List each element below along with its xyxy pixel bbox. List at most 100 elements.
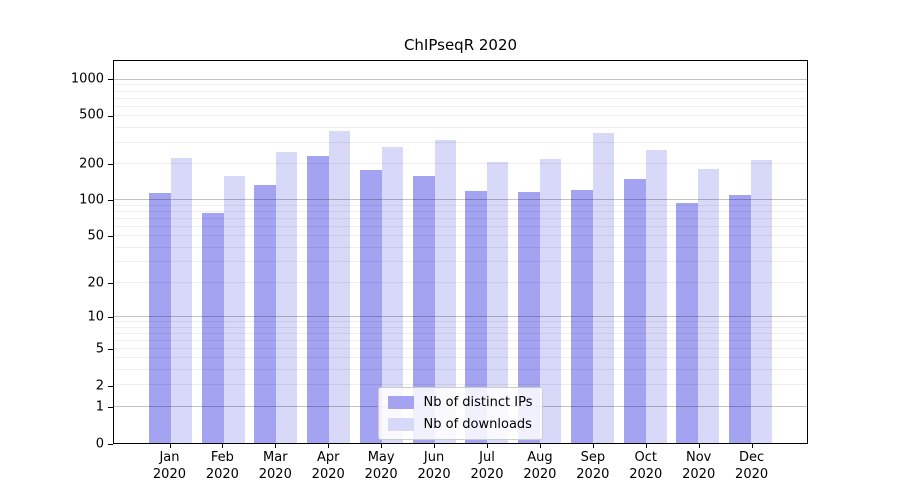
- bar-downloads: [170, 157, 192, 443]
- x-label-year: 2020: [576, 466, 610, 482]
- x-label-month: Jul: [479, 450, 495, 465]
- bar-distinct-ips: [465, 191, 488, 443]
- x-tick-mark-jul: [487, 444, 488, 448]
- x-tick-mark-oct: [645, 444, 647, 448]
- y-tick-mark-2: [108, 385, 113, 387]
- legend-swatch: [387, 418, 414, 431]
- x-tick-label-oct: Oct 2020: [619, 450, 672, 483]
- y-tick-label-500: 500: [79, 107, 104, 123]
- x-label-year: 2020: [311, 466, 345, 482]
- bar-group-jan: [144, 61, 197, 443]
- x-label-month: Mar: [263, 450, 288, 465]
- y-tick-label-1000: 1000: [70, 71, 104, 87]
- bar-distinct-ips: [201, 212, 224, 443]
- x-tick-mark-feb: [222, 444, 224, 448]
- y-tick-mark-20: [108, 283, 113, 285]
- y-tick-mark-10: [108, 317, 113, 319]
- y-tick-label-1: 1: [95, 399, 104, 415]
- bar-downloads: [276, 152, 298, 443]
- x-label-month: Apr: [316, 450, 340, 465]
- y-tick-label-2: 2: [95, 378, 104, 394]
- x-tick-mark-dec: [751, 444, 753, 448]
- bar-downloads: [329, 130, 351, 443]
- x-label-year: 2020: [417, 466, 451, 482]
- x-tick-label-jul: Jul 2020: [461, 450, 514, 483]
- bar-distinct-ips: [148, 193, 171, 443]
- x-tick-label-sep: Sep 2020: [566, 450, 619, 483]
- x-label-month: Aug: [527, 450, 553, 465]
- x-tick-label-may: May 2020: [355, 450, 408, 483]
- bar-downloads: [645, 150, 667, 443]
- bar-downloads: [381, 146, 403, 443]
- y-tick-mark-50: [108, 236, 113, 238]
- bars-layer: [114, 61, 807, 443]
- plot-area: Nb of distinct IPs Nb of downloads: [113, 60, 808, 444]
- x-label-year: 2020: [735, 466, 769, 482]
- x-label-month: Feb: [210, 450, 234, 465]
- bar-downloads: [487, 162, 509, 443]
- y-tick-label-5: 5: [95, 341, 104, 357]
- bar-group-jul: [461, 61, 514, 443]
- x-tick-label-apr: Apr 2020: [302, 450, 355, 483]
- x-tick-label-dec: Dec 2020: [725, 450, 778, 483]
- x-tick-mark-jan: [169, 444, 171, 448]
- bar-group-jun: [408, 61, 461, 443]
- bar-downloads: [434, 139, 456, 443]
- y-tick-mark-0: [108, 444, 113, 445]
- bar-distinct-ips: [412, 175, 435, 443]
- x-tick-mark-aug: [539, 444, 541, 448]
- bar-group-feb: [197, 61, 250, 443]
- x-label-year: 2020: [205, 466, 239, 482]
- bar-group-mar: [250, 61, 303, 443]
- x-tick-label-nov: Nov 2020: [672, 450, 725, 483]
- x-tick-label-jan: Jan 2020: [143, 450, 196, 483]
- bar-distinct-ips: [623, 179, 646, 443]
- bar-group-dec: [724, 61, 777, 443]
- x-label-year: 2020: [152, 466, 186, 482]
- x-label-year: 2020: [629, 466, 663, 482]
- bar-group-aug: [513, 61, 566, 443]
- x-axis: Jan 2020 Feb 2020 Mar 2020 Apr 2020 May 2020 Jun 20…: [113, 450, 808, 483]
- y-tick-mark-100: [108, 200, 113, 202]
- bar-downloads: [540, 159, 562, 443]
- bar-group-apr: [302, 61, 355, 443]
- chart-title: ChIPseqR 2020: [403, 36, 518, 54]
- bar-group-oct: [619, 61, 672, 443]
- bar-distinct-ips: [359, 170, 382, 443]
- x-label-month: Dec: [739, 450, 765, 465]
- x-label-year: 2020: [470, 466, 504, 482]
- bar-group-sep: [566, 61, 619, 443]
- x-label-month: May: [367, 450, 395, 465]
- x-tick-label-aug: Aug 2020: [513, 450, 566, 483]
- legend-swatch: [387, 396, 414, 409]
- y-tick-label-10: 10: [87, 309, 104, 325]
- y-tick-mark-5: [108, 349, 113, 351]
- x-label-year: 2020: [682, 466, 716, 482]
- y-tick-mark-500: [108, 115, 113, 117]
- y-tick-label-20: 20: [87, 275, 104, 291]
- legend-label: Nb of distinct IPs: [423, 395, 533, 410]
- y-tick-mark-200: [108, 163, 113, 165]
- x-label-year: 2020: [258, 466, 292, 482]
- x-tick-mark-sep: [592, 444, 594, 448]
- bar-distinct-ips: [307, 156, 330, 443]
- x-tick-label-jun: Jun 2020: [408, 450, 461, 483]
- legend: Nb of distinct IPs Nb of downloads: [377, 387, 544, 440]
- legend-entry-downloads: Nb of downloads: [387, 417, 533, 432]
- legend-entry-distinct-ips: Nb of distinct IPs: [387, 395, 533, 410]
- x-label-year: 2020: [523, 466, 557, 482]
- bar-distinct-ips: [676, 203, 699, 443]
- x-tick-mark-mar: [275, 444, 277, 448]
- x-label-month: Sep: [580, 450, 606, 465]
- x-label-month: Jan: [159, 450, 180, 465]
- y-tick-label-50: 50: [87, 228, 104, 244]
- y-tick-label-200: 200: [79, 156, 104, 172]
- bar-group-may: [355, 61, 408, 443]
- x-label-year: 2020: [364, 466, 398, 482]
- x-tick-mark-may: [381, 444, 383, 448]
- bar-group-nov: [672, 61, 725, 443]
- y-tick-mark-1: [108, 407, 113, 409]
- bar-distinct-ips: [729, 195, 752, 443]
- bar-distinct-ips: [254, 184, 277, 443]
